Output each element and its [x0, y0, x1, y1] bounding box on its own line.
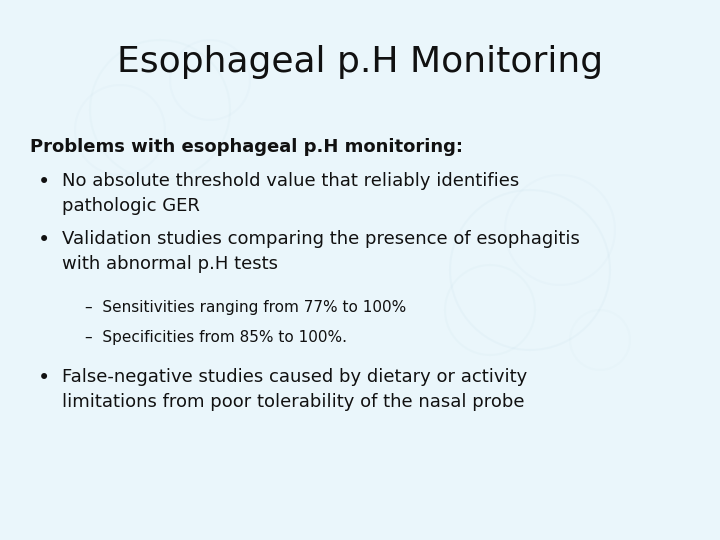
Text: No absolute threshold value that reliably identifies
pathologic GER: No absolute threshold value that reliabl… — [62, 172, 519, 215]
Text: False-negative studies caused by dietary or activity
limitations from poor toler: False-negative studies caused by dietary… — [62, 368, 527, 411]
Text: –  Sensitivities ranging from 77% to 100%: – Sensitivities ranging from 77% to 100% — [85, 300, 406, 315]
Text: –  Specificities from 85% to 100%.: – Specificities from 85% to 100%. — [85, 330, 347, 345]
Text: •: • — [38, 172, 50, 192]
Text: •: • — [38, 368, 50, 388]
Text: Esophageal p.H Monitoring: Esophageal p.H Monitoring — [117, 45, 603, 79]
Text: •: • — [38, 230, 50, 250]
Text: Problems with esophageal p.H monitoring:: Problems with esophageal p.H monitoring: — [30, 138, 463, 156]
Text: Validation studies comparing the presence of esophagitis
with abnormal p.H tests: Validation studies comparing the presenc… — [62, 230, 580, 273]
